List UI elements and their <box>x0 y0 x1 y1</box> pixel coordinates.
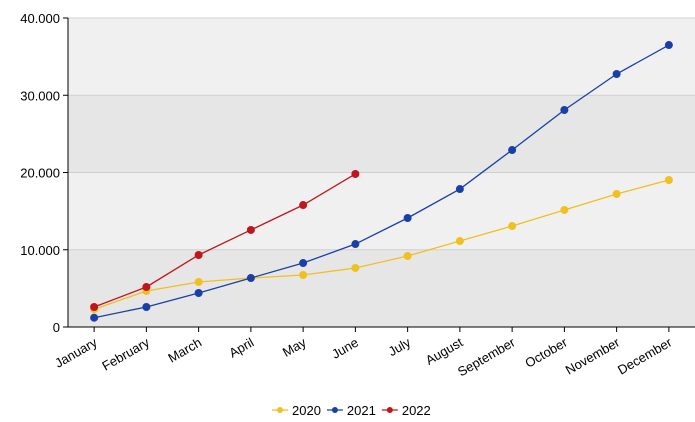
x-tick-label: July <box>386 334 414 359</box>
series-line <box>93 179 670 310</box>
data-point <box>508 222 517 231</box>
data-point <box>664 41 673 50</box>
legend: 2020 2021 2022 <box>272 403 431 418</box>
y-tick-label: 20.000 <box>20 166 60 181</box>
legend-label: 2020 <box>292 403 321 417</box>
data-point <box>246 225 255 234</box>
x-tick-label: February <box>99 334 152 373</box>
legend-swatch-dot <box>386 407 393 413</box>
x-tick-label: March <box>165 335 204 366</box>
data-point <box>90 313 99 322</box>
data-point <box>455 185 464 194</box>
data-point <box>560 205 569 214</box>
legend-label: 2022 <box>402 403 431 417</box>
data-point <box>90 302 99 311</box>
y-tick-label: 0 <box>53 320 60 335</box>
data-point <box>351 169 360 178</box>
data-point <box>508 146 517 155</box>
x-tick-label: September <box>455 334 518 379</box>
data-point <box>612 70 621 79</box>
data-point <box>351 263 360 272</box>
x-tick-label: May <box>280 334 309 360</box>
plot-band <box>68 18 695 96</box>
data-point <box>403 252 412 261</box>
data-point <box>403 214 412 223</box>
data-point <box>246 274 255 283</box>
x-tick-label: January <box>52 334 100 370</box>
plot-band <box>68 172 695 250</box>
data-point <box>142 302 151 311</box>
y-tick-label: 30.000 <box>20 88 60 103</box>
data-point <box>664 175 673 184</box>
series-line <box>93 44 670 319</box>
series-line <box>93 173 356 308</box>
data-point <box>612 189 621 198</box>
x-tick-label: August <box>423 334 466 367</box>
plot-band <box>68 95 695 173</box>
data-point <box>455 237 464 246</box>
data-point <box>299 271 308 280</box>
data-point <box>142 282 151 291</box>
legend-label: 2021 <box>347 403 376 417</box>
x-tick-label: April <box>226 335 256 361</box>
x-tick-label: December <box>615 334 675 377</box>
data-point <box>351 240 360 249</box>
legend-swatch-dot <box>277 407 283 413</box>
data-point <box>560 106 569 115</box>
y-tick-label: 40.000 <box>20 11 60 26</box>
data-point <box>194 277 203 286</box>
data-point <box>299 259 308 268</box>
y-tick-label: 10.000 <box>20 243 60 258</box>
data-point <box>299 201 308 210</box>
data-point <box>194 251 203 260</box>
x-tick-label: November <box>563 334 623 377</box>
data-point <box>194 289 203 298</box>
legend-swatch-dot <box>331 407 338 413</box>
x-tick-label: June <box>329 335 361 362</box>
